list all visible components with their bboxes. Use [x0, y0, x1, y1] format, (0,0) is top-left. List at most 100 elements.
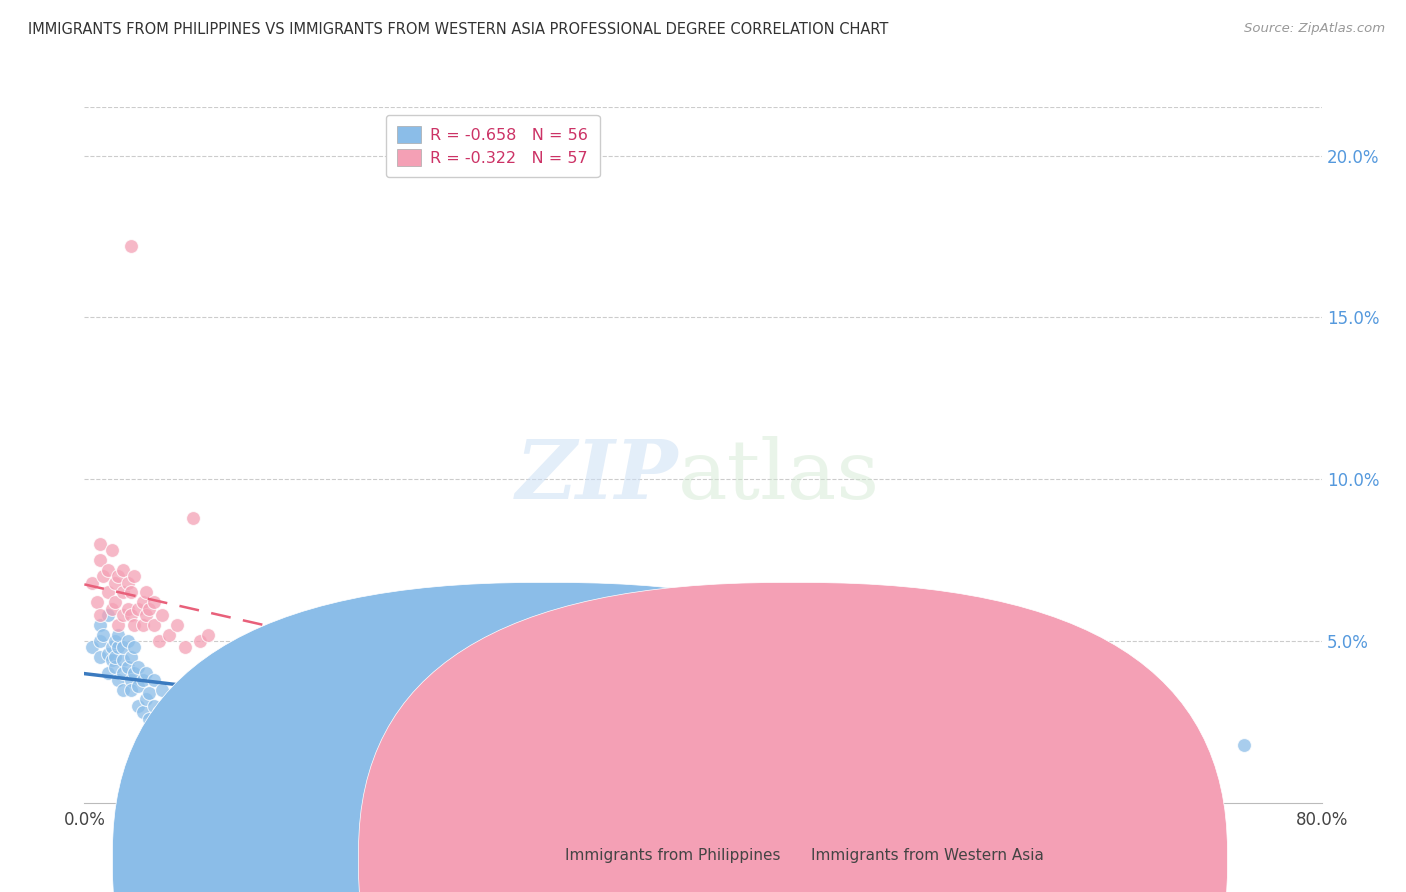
- Point: [135, 585, 157, 599]
- Point: [117, 601, 139, 615]
- Point: [97, 666, 120, 681]
- Point: [243, 660, 266, 674]
- Point: [101, 601, 124, 615]
- Point: [112, 608, 135, 623]
- Point: [163, 705, 186, 719]
- Point: [212, 714, 235, 729]
- Point: [243, 714, 266, 729]
- Point: [104, 595, 127, 609]
- Point: [112, 666, 135, 681]
- Point: [89, 537, 111, 551]
- Point: [143, 698, 166, 713]
- Text: atlas: atlas: [678, 436, 880, 516]
- Point: [101, 640, 124, 655]
- Point: [274, 731, 297, 745]
- Point: [138, 686, 160, 700]
- Point: [128, 601, 150, 615]
- Point: [122, 640, 145, 655]
- Point: [120, 608, 142, 623]
- Point: [107, 569, 129, 583]
- Point: [132, 705, 155, 719]
- Point: [122, 666, 145, 681]
- Point: [132, 595, 155, 609]
- Point: [305, 738, 328, 752]
- Point: [107, 627, 129, 641]
- Point: [135, 692, 157, 706]
- Point: [120, 650, 142, 665]
- Point: [506, 738, 529, 752]
- Point: [352, 724, 374, 739]
- Point: [112, 585, 135, 599]
- Point: [89, 608, 111, 623]
- Point: [188, 634, 212, 648]
- Point: [181, 724, 204, 739]
- Point: [197, 705, 219, 719]
- Legend: R = -0.658   N = 56, R = -0.322   N = 57: R = -0.658 N = 56, R = -0.322 N = 57: [385, 115, 599, 177]
- Point: [336, 673, 359, 687]
- Point: [174, 640, 197, 655]
- Point: [228, 640, 250, 655]
- Point: [614, 673, 637, 687]
- Point: [537, 682, 560, 697]
- Point: [413, 673, 436, 687]
- Point: [104, 634, 127, 648]
- Point: [112, 653, 135, 667]
- Point: [128, 660, 150, 674]
- Text: IMMIGRANTS FROM PHILIPPINES VS IMMIGRANTS FROM WESTERN ASIA PROFESSIONAL DEGREE : IMMIGRANTS FROM PHILIPPINES VS IMMIGRANT…: [28, 22, 889, 37]
- Point: [89, 650, 111, 665]
- Point: [86, 595, 108, 609]
- Point: [174, 698, 197, 713]
- Point: [117, 660, 139, 674]
- Point: [259, 650, 281, 665]
- Point: [143, 673, 166, 687]
- Point: [132, 673, 155, 687]
- Point: [166, 714, 188, 729]
- Point: [150, 608, 173, 623]
- Point: [382, 650, 405, 665]
- Point: [82, 575, 104, 590]
- Point: [104, 660, 127, 674]
- Point: [91, 627, 114, 641]
- Point: [107, 673, 129, 687]
- Point: [212, 650, 235, 665]
- Text: Source: ZipAtlas.com: Source: ZipAtlas.com: [1244, 22, 1385, 36]
- Point: [120, 682, 142, 697]
- Point: [1233, 738, 1256, 752]
- Point: [128, 698, 150, 713]
- Point: [413, 747, 436, 762]
- Point: [274, 666, 297, 681]
- Point: [148, 705, 170, 719]
- Point: [120, 239, 142, 253]
- Point: [143, 595, 166, 609]
- Point: [159, 698, 181, 713]
- Point: [181, 511, 204, 525]
- Point: [460, 682, 482, 697]
- Point: [107, 640, 129, 655]
- Point: [91, 569, 114, 583]
- Point: [104, 650, 127, 665]
- Point: [135, 666, 157, 681]
- Point: [305, 660, 328, 674]
- Text: Immigrants from Western Asia: Immigrants from Western Asia: [811, 847, 1045, 863]
- Point: [122, 569, 145, 583]
- Point: [159, 627, 181, 641]
- Point: [97, 647, 120, 661]
- Point: [148, 634, 170, 648]
- Point: [138, 601, 160, 615]
- Point: [82, 640, 104, 655]
- Point: [143, 617, 166, 632]
- Point: [89, 553, 111, 567]
- Point: [692, 682, 714, 697]
- Text: ZIP: ZIP: [516, 436, 678, 516]
- Point: [150, 682, 173, 697]
- Point: [166, 617, 188, 632]
- Point: [150, 714, 173, 729]
- Point: [107, 617, 129, 632]
- Point: [112, 563, 135, 577]
- Text: Immigrants from Philippines: Immigrants from Philippines: [565, 847, 780, 863]
- Point: [120, 585, 142, 599]
- Point: [97, 563, 120, 577]
- Point: [120, 673, 142, 687]
- Point: [135, 608, 157, 623]
- Point: [128, 679, 150, 693]
